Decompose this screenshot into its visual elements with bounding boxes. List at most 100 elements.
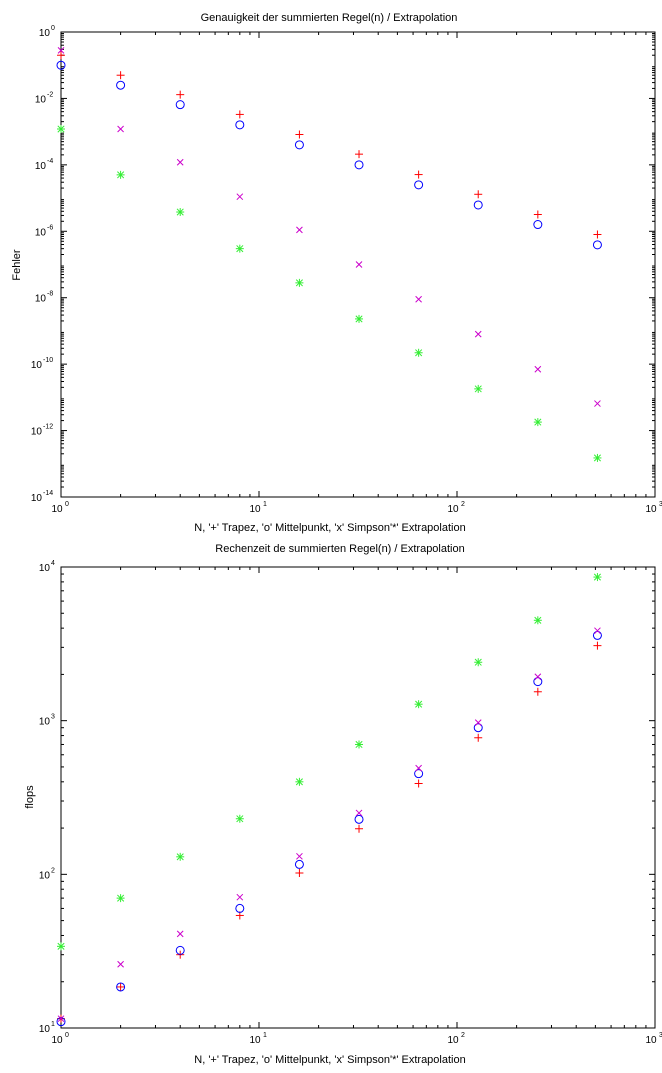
data-point-circle — [354, 160, 364, 170]
data-point-circle — [354, 814, 364, 824]
data-point-cross — [594, 627, 601, 635]
data-point-cross — [296, 852, 303, 860]
y-tick-label: 10 — [35, 294, 47, 305]
data-point-plus — [116, 71, 125, 80]
x-tick-label: 10 — [51, 1035, 63, 1046]
x-tick-exponent: 0 — [65, 1032, 69, 1039]
data-point-plus — [414, 779, 423, 788]
data-point-circle — [116, 982, 126, 992]
data-point-cross — [415, 764, 422, 772]
data-point-star — [593, 573, 602, 582]
data-point-circle — [294, 859, 304, 869]
data-point-cross — [474, 330, 482, 338]
data-point-cross — [474, 719, 482, 726]
data-point-star — [533, 616, 542, 625]
data-point-cross — [534, 365, 542, 373]
data-point-circle — [56, 60, 66, 70]
x-tick-label: 10 — [645, 1035, 657, 1046]
y-tick-label: 10 — [39, 28, 51, 39]
x-tick-exponent: 2 — [461, 1032, 465, 1039]
data-point-circle — [414, 769, 424, 779]
data-point-plus — [295, 869, 304, 878]
x-tick-exponent: 0 — [65, 501, 69, 508]
data-point-star — [57, 125, 65, 134]
y-tick-exponent: -8 — [47, 291, 53, 298]
data-point-cross — [57, 47, 65, 54]
x-tick-label: 10 — [447, 504, 459, 515]
data-point-cross — [355, 261, 363, 268]
accuracy-chart: Genauigkeit der summierten Regel(n) / Ex… — [11, 12, 662, 534]
y-tick-label: 10 — [39, 1024, 51, 1035]
x-tick-label: 10 — [447, 1035, 459, 1046]
data-point-star — [474, 384, 483, 393]
data-point-star — [235, 814, 244, 823]
data-point-star — [355, 740, 364, 749]
data-markers — [56, 47, 602, 462]
y-tick-label: 10 — [31, 360, 43, 371]
data-point-circle — [533, 677, 543, 687]
data-point-circle — [592, 240, 602, 250]
data-point-circle — [56, 1017, 66, 1027]
data-point-circle — [473, 200, 483, 210]
data-point-plus — [116, 982, 125, 991]
y-tick-label: 10 — [35, 161, 47, 172]
x-axis-label: N, '+' Trapez, 'o' Mittelpunkt, 'x' Simp… — [194, 1054, 465, 1066]
data-point-circle — [473, 723, 483, 733]
data-point-cross — [236, 893, 244, 901]
y-axis-label: flops — [24, 785, 36, 809]
data-point-plus — [533, 210, 542, 219]
plot-area — [60, 31, 656, 498]
data-point-circle — [235, 903, 245, 913]
y-tick-exponent: 4 — [51, 560, 55, 567]
data-point-plus — [474, 190, 483, 199]
data-point-star — [355, 314, 364, 323]
y-tick-label: 10 — [31, 427, 43, 438]
data-point-circle — [414, 180, 424, 190]
data-point-star — [295, 278, 304, 287]
data-point-plus — [414, 170, 423, 179]
data-point-cross — [355, 809, 363, 817]
axis-ticks: 10 0 10 1 10 2 10 310 110 210 310 4 — [39, 560, 662, 1046]
x-tick-exponent: 3 — [659, 1032, 662, 1039]
data-point-plus — [474, 733, 483, 742]
y-tick-exponent: 2 — [51, 867, 55, 874]
x-tick-exponent: 1 — [263, 501, 267, 508]
data-point-plus — [57, 51, 65, 60]
data-point-star — [116, 894, 125, 903]
y-tick-label: 10 — [39, 717, 51, 728]
data-point-cross — [534, 673, 542, 681]
data-point-plus — [235, 110, 244, 119]
x-tick-label: 10 — [249, 1035, 261, 1046]
data-point-star — [414, 348, 423, 357]
chart-title: Rechenzeit de summierten Regel(n) / Extr… — [215, 543, 464, 555]
data-point-circle — [592, 630, 602, 640]
x-tick-label: 10 — [249, 504, 261, 515]
data-point-circle — [235, 120, 245, 130]
y-tick-label: 10 — [35, 227, 47, 238]
x-tick-label: 10 — [51, 504, 63, 515]
data-point-circle — [175, 100, 185, 110]
data-point-circle — [175, 945, 185, 955]
data-point-star — [116, 170, 125, 179]
y-tick-exponent: -6 — [47, 224, 53, 231]
y-tick-label: 10 — [31, 493, 43, 504]
data-point-star — [176, 852, 185, 861]
x-tick-label: 10 — [645, 504, 657, 515]
data-point-star — [235, 244, 244, 253]
y-tick-exponent: -14 — [43, 490, 53, 497]
data-point-cross — [117, 960, 124, 968]
data-point-plus — [593, 230, 602, 239]
data-point-star — [533, 418, 542, 427]
chart-title: Genauigkeit der summierten Regel(n) / Ex… — [201, 12, 458, 24]
y-tick-exponent: 3 — [51, 714, 55, 721]
y-tick-exponent: -12 — [43, 424, 53, 431]
data-point-star — [593, 453, 602, 462]
data-point-plus — [176, 90, 185, 99]
y-tick-exponent: -2 — [47, 91, 53, 98]
x-axis-label: N, '+' Trapez, 'o' Mittelpunkt, 'x' Simp… — [194, 522, 465, 534]
data-point-plus — [593, 641, 602, 650]
x-tick-exponent: 2 — [461, 501, 465, 508]
data-point-plus — [355, 150, 364, 159]
data-point-star — [176, 208, 185, 217]
